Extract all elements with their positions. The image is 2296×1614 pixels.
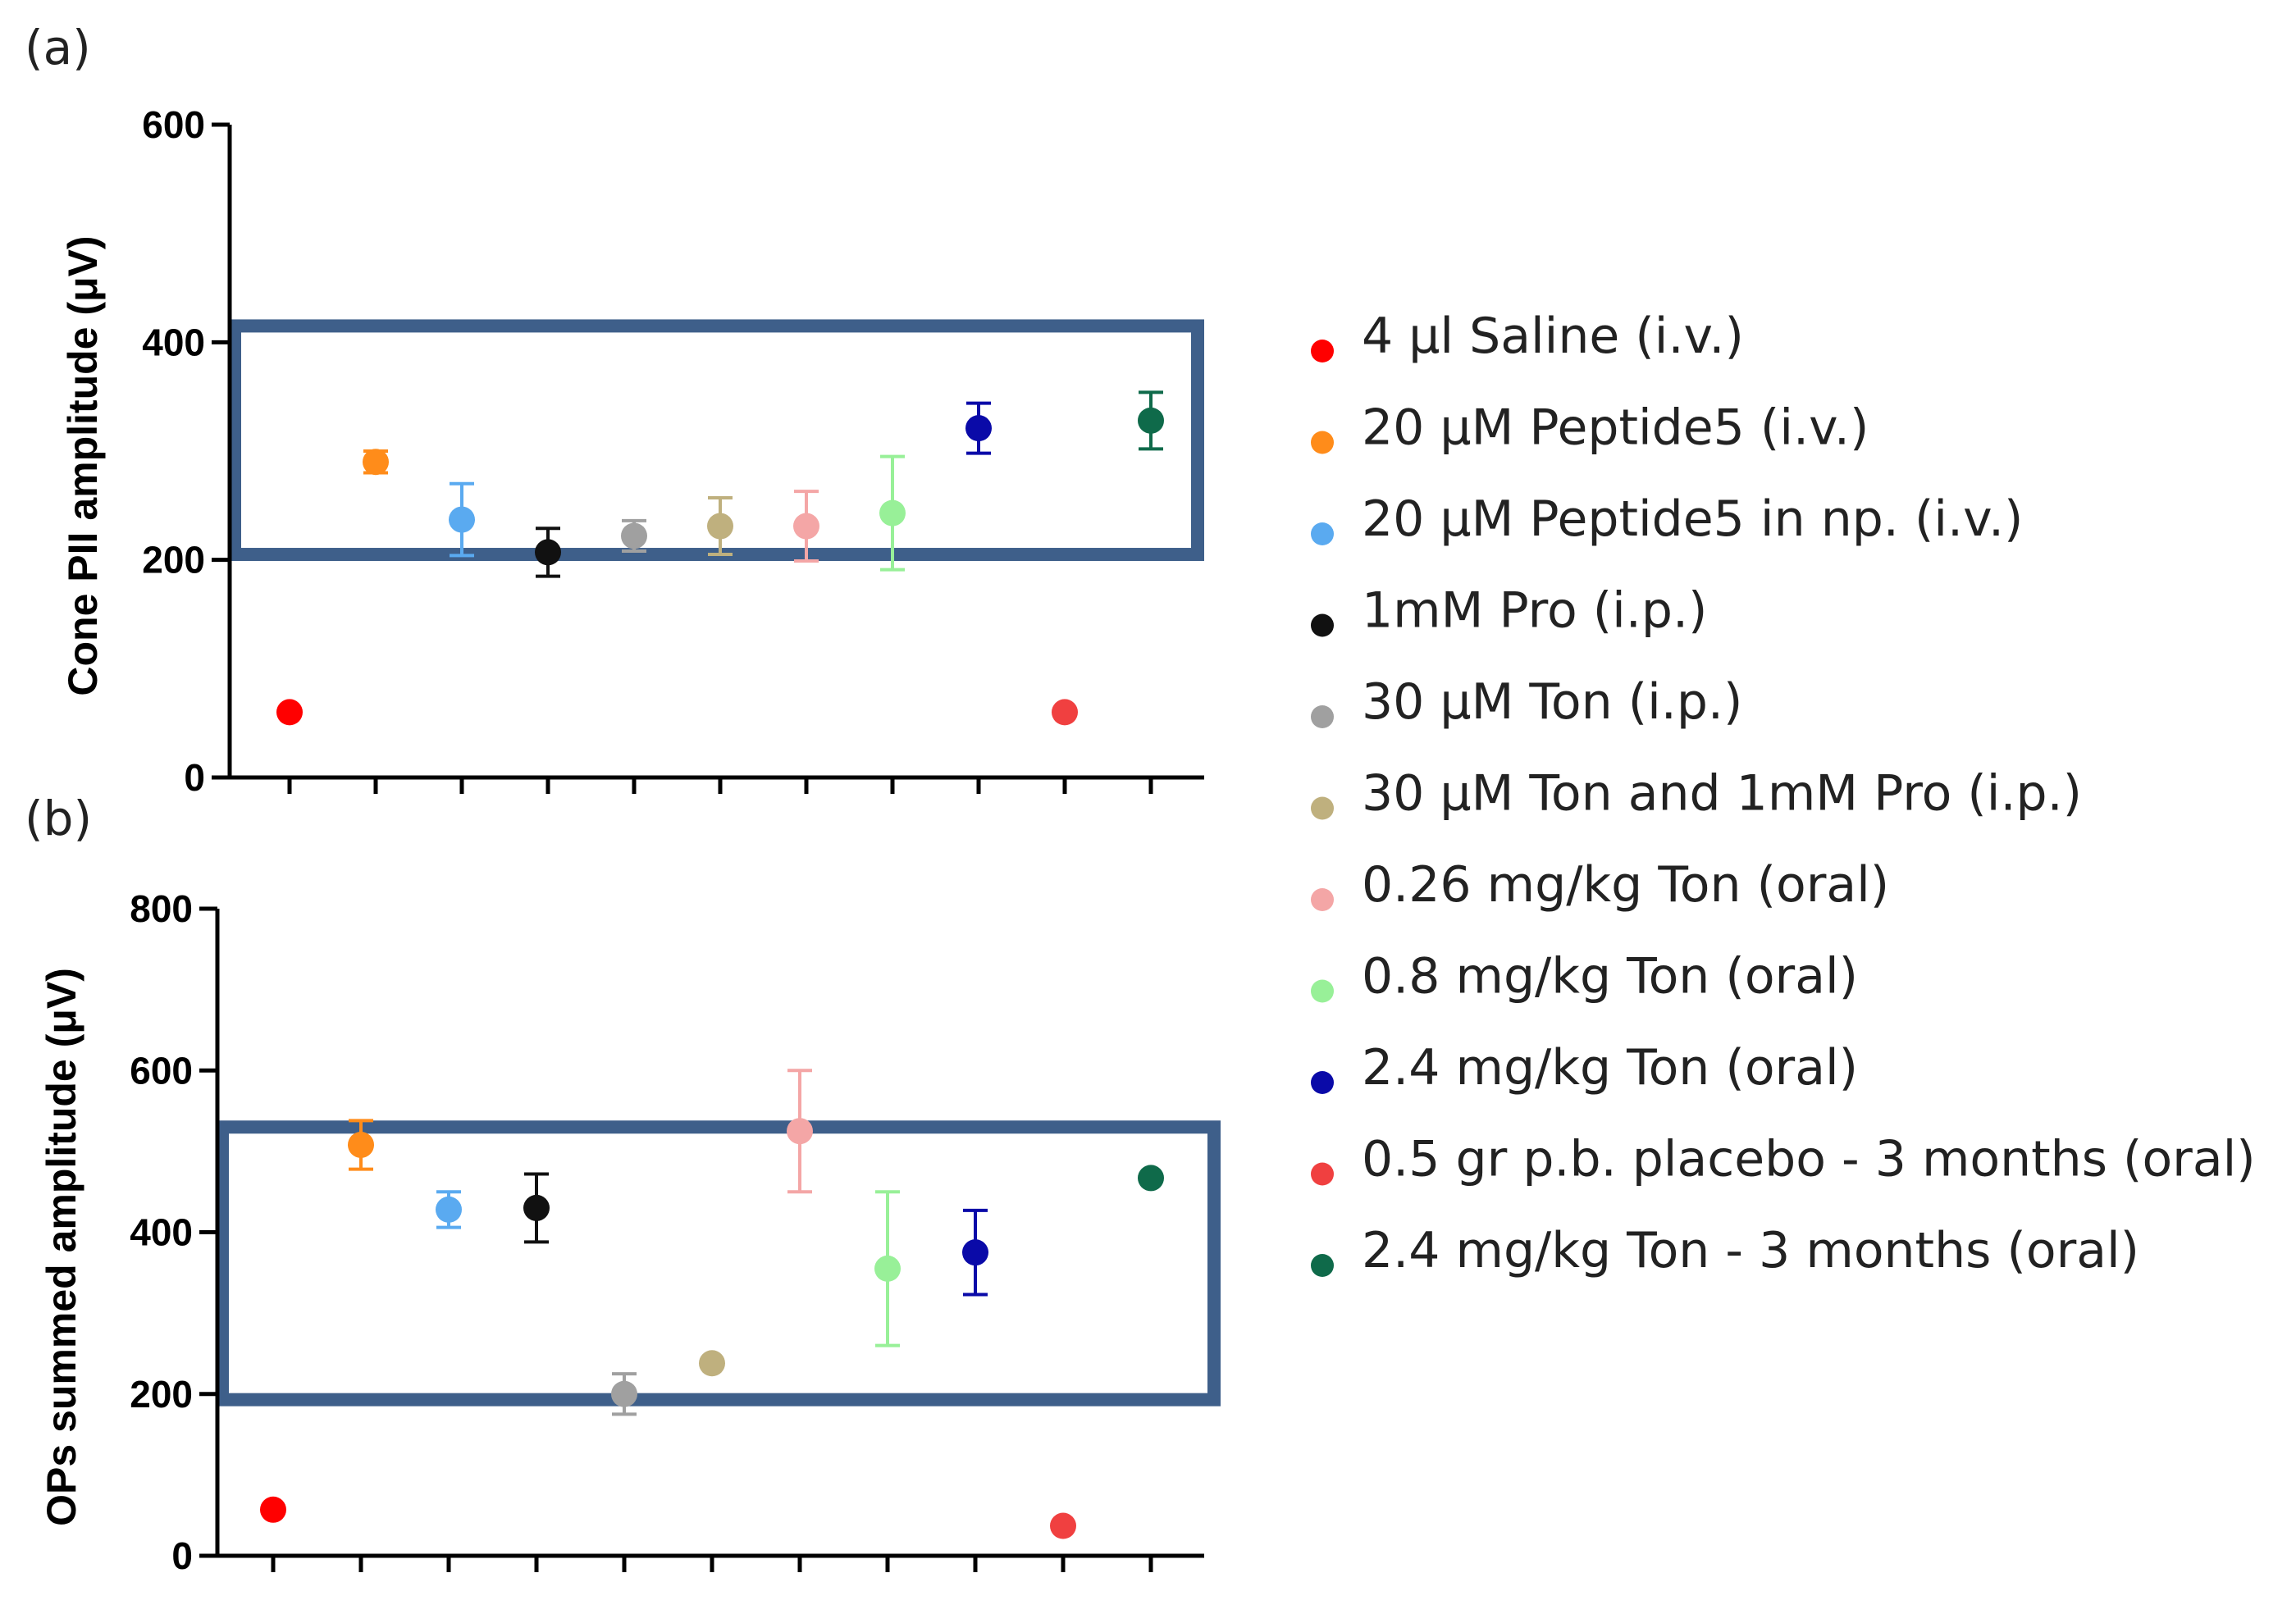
data-point-9 bbox=[1050, 1512, 1076, 1539]
y-tick-label: 600 bbox=[142, 103, 205, 146]
data-point-8 bbox=[962, 1239, 988, 1266]
panel-a-y-axis-title: Cone PII amplitude (μV) bbox=[60, 235, 106, 695]
legend-label-10: 2.4 mg/kg Ton - 3 months (oral) bbox=[1362, 1222, 2139, 1279]
panel-a-label: (a) bbox=[25, 20, 91, 75]
legend-marker-4 bbox=[1311, 705, 1334, 728]
legend-label-7: 0.8 mg/kg Ton (oral) bbox=[1362, 948, 1858, 1005]
data-point-2 bbox=[449, 506, 475, 533]
legend-marker-8 bbox=[1311, 1071, 1334, 1094]
legend-marker-5 bbox=[1311, 796, 1334, 820]
highlight-range-box bbox=[216, 1120, 1221, 1407]
legend-label-8: 2.4 mg/kg Ton (oral) bbox=[1362, 1039, 1858, 1097]
legend-label-5: 30 µM Ton and 1mM Pro (i.p.) bbox=[1362, 765, 2082, 823]
legend-marker-1 bbox=[1311, 431, 1334, 454]
y-tick-label: 0 bbox=[184, 756, 205, 799]
legend-label-3: 1mM Pro (i.p.) bbox=[1362, 582, 1707, 640]
data-point-7 bbox=[879, 499, 906, 527]
panel-b-y-axis-title: OPs summed amplitude (μV) bbox=[39, 968, 84, 1526]
data-point-4 bbox=[621, 522, 647, 549]
data-point-8 bbox=[965, 415, 992, 442]
legend-marker-6 bbox=[1311, 888, 1334, 911]
data-point-1 bbox=[363, 449, 389, 476]
legend-label-4: 30 µM Ton (i.p.) bbox=[1362, 673, 1742, 731]
data-point-5 bbox=[707, 513, 733, 540]
data-point-0 bbox=[276, 699, 303, 726]
data-point-6 bbox=[787, 1118, 813, 1145]
panel-b: (b) OPs summed amplitude (μV) 0 200 400 600… bbox=[25, 791, 1221, 1577]
y-tick-label: 800 bbox=[130, 887, 193, 930]
data-point-1 bbox=[348, 1131, 374, 1158]
y-tick-label: 200 bbox=[130, 1373, 193, 1416]
data-point-6 bbox=[793, 513, 819, 540]
y-tick-label: 400 bbox=[130, 1211, 193, 1254]
y-tick-label: 600 bbox=[130, 1049, 193, 1092]
legend-marker-3 bbox=[1311, 613, 1334, 637]
legend: 4 µl Saline (i.v.) 20 µM Peptide5 (i.v.) 2… bbox=[1311, 308, 2256, 1279]
legend-label-2: 20 µM Peptide5 in np. (i.v.) bbox=[1362, 490, 2023, 548]
data-point-10 bbox=[1138, 1165, 1164, 1192]
data-point-5 bbox=[699, 1350, 725, 1377]
y-tick-label: 200 bbox=[142, 539, 205, 581]
data-point-4 bbox=[611, 1380, 637, 1407]
data-point-10 bbox=[1138, 407, 1164, 434]
legend-label-0: 4 µl Saline (i.v.) bbox=[1362, 308, 1744, 365]
legend-marker-7 bbox=[1311, 979, 1334, 1003]
data-point-9 bbox=[1052, 699, 1078, 726]
data-point-2 bbox=[436, 1196, 462, 1223]
legend-label-1: 20 µM Peptide5 (i.v.) bbox=[1362, 399, 1869, 457]
legend-label-6: 0.26 mg/kg Ton (oral) bbox=[1362, 856, 1889, 914]
data-point-7 bbox=[874, 1255, 901, 1282]
y-tick-label: 0 bbox=[171, 1534, 193, 1577]
y-tick-label: 400 bbox=[142, 321, 205, 363]
legend-marker-9 bbox=[1311, 1162, 1334, 1186]
legend-marker-2 bbox=[1311, 522, 1334, 545]
panel-b-label: (b) bbox=[25, 791, 92, 846]
data-point-0 bbox=[260, 1496, 286, 1523]
panel-a: (a) Cone PII amplitude (μV) 0 200 400 600 bbox=[25, 20, 1204, 799]
legend-marker-0 bbox=[1311, 340, 1334, 362]
legend-marker-10 bbox=[1311, 1254, 1334, 1277]
data-point-3 bbox=[535, 539, 561, 566]
legend-label-9: 0.5 gr p.b. placebo - 3 months (oral) bbox=[1362, 1131, 2256, 1188]
data-point-3 bbox=[523, 1194, 550, 1221]
